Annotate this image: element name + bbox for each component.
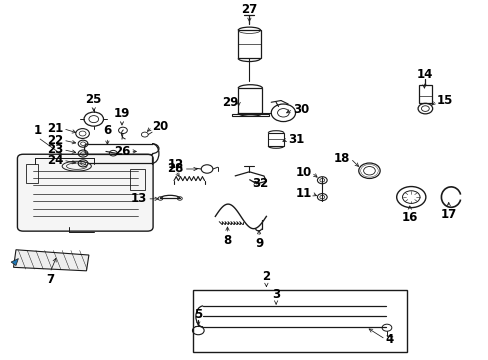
Text: 16: 16	[401, 211, 417, 224]
Text: 25: 25	[85, 93, 102, 106]
Text: 15: 15	[436, 94, 452, 107]
Text: 19: 19	[114, 107, 130, 120]
Text: 7: 7	[46, 273, 54, 285]
Text: 12: 12	[167, 158, 183, 171]
Text: 21: 21	[47, 122, 63, 135]
Text: 5: 5	[194, 308, 202, 321]
Text: 1: 1	[34, 125, 42, 138]
Text: 11: 11	[295, 187, 311, 200]
Text: 26: 26	[114, 145, 130, 158]
Text: 14: 14	[415, 68, 432, 81]
Text: 27: 27	[241, 3, 257, 16]
Text: 23: 23	[47, 143, 63, 156]
Text: 31: 31	[287, 132, 304, 146]
Text: 2: 2	[262, 270, 270, 283]
Text: 4: 4	[385, 333, 393, 346]
Text: 29: 29	[222, 96, 238, 109]
Polygon shape	[11, 258, 19, 266]
Text: 20: 20	[152, 120, 168, 133]
Text: 3: 3	[271, 288, 280, 301]
Text: 28: 28	[167, 162, 183, 175]
FancyBboxPatch shape	[18, 154, 153, 231]
Polygon shape	[14, 250, 89, 271]
Text: 9: 9	[254, 238, 263, 251]
Text: 13: 13	[131, 192, 147, 205]
Text: 24: 24	[47, 154, 63, 167]
Text: 18: 18	[333, 152, 350, 165]
Text: 8: 8	[223, 234, 231, 247]
Text: 6: 6	[103, 125, 111, 138]
Text: 10: 10	[295, 166, 311, 179]
Text: 30: 30	[292, 103, 309, 116]
Text: 22: 22	[47, 134, 63, 147]
Text: 32: 32	[251, 177, 267, 190]
Text: 17: 17	[440, 208, 456, 221]
